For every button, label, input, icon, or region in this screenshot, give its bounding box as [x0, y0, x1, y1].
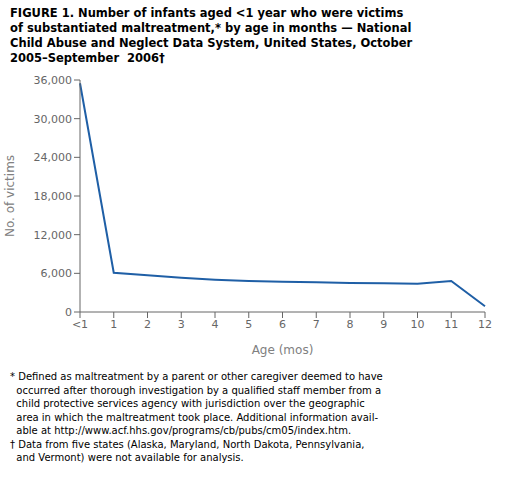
svg-text:9: 9 [380, 318, 387, 331]
svg-text:5: 5 [245, 318, 252, 331]
svg-text:6,000: 6,000 [41, 267, 73, 280]
svg-text:8: 8 [347, 318, 354, 331]
svg-text:No. of victims: No. of victims [8, 155, 17, 237]
svg-text:18,000: 18,000 [34, 190, 73, 203]
svg-text:2: 2 [144, 318, 151, 331]
html-text:able at http://www.acf.hhs.gov: able at http://www.acf.hhs.gov/programs/… [10, 425, 352, 436]
html-text:† Data from five states (Alask: † Data from five states (Alaska, Marylan… [10, 438, 365, 450]
svg-text:12: 12 [478, 318, 492, 331]
svg-text:36,000: 36,000 [34, 74, 73, 87]
svg-text:10: 10 [411, 318, 425, 331]
svg-text:24,000: 24,000 [34, 151, 73, 164]
svg-text:6: 6 [279, 318, 286, 331]
svg-text:<1: <1 [72, 318, 88, 331]
html-text:FIGURE 1. Number of infants ag: FIGURE 1. Number of infants aged <1 year… [10, 6, 404, 20]
svg-text:11: 11 [444, 318, 458, 331]
svg-text:4: 4 [212, 318, 219, 331]
html-text:area in which the maltreatment: area in which the maltreatment took plac… [10, 411, 378, 423]
html-text:* Defined as maltreatment by a: * Defined as maltreatment by a parent or… [10, 371, 383, 382]
svg-text:0: 0 [65, 306, 72, 319]
svg-text:3: 3 [178, 318, 185, 331]
html-text:Child Abuse and Neglect Data S: Child Abuse and Neglect Data System, Uni… [10, 36, 413, 50]
svg-text:7: 7 [313, 318, 320, 331]
html-text:child protective services agen: child protective services agency with ju… [10, 398, 365, 409]
svg-text:30,000: 30,000 [34, 113, 73, 126]
html-text:2005–September 2006†: 2005–September 2006† [10, 51, 165, 65]
svg-text:Age (mos): Age (mos) [252, 343, 314, 357]
html-text:occurred after thorough invest: occurred after thorough investigation by… [10, 384, 382, 396]
svg-text:1: 1 [110, 318, 117, 331]
html-text:and Vermont) were not availabl: and Vermont) were not available for anal… [10, 452, 244, 463]
svg-text:12,000: 12,000 [34, 229, 73, 242]
html-text:of substantiated maltreatment,: of substantiated maltreatment,* by age i… [10, 21, 412, 35]
